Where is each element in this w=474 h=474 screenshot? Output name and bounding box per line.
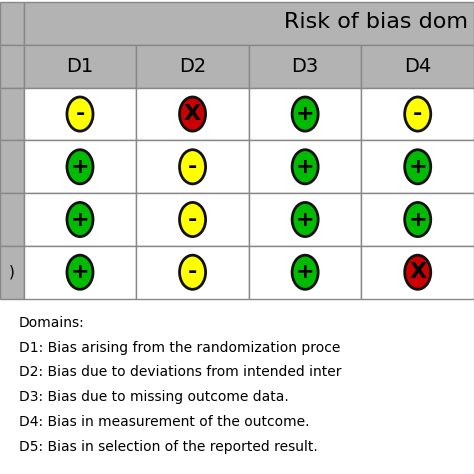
Ellipse shape <box>292 97 318 131</box>
Bar <box>361 45 474 88</box>
Text: -: - <box>75 104 85 124</box>
Bar <box>24 45 136 88</box>
Ellipse shape <box>180 255 206 289</box>
Ellipse shape <box>67 97 93 131</box>
Bar <box>361 246 474 299</box>
Text: +: + <box>71 157 89 177</box>
Text: +: + <box>71 210 89 229</box>
Text: X: X <box>409 262 426 282</box>
Ellipse shape <box>405 202 431 237</box>
Ellipse shape <box>180 202 206 237</box>
Bar <box>136 88 249 140</box>
Bar <box>24 88 136 140</box>
Bar <box>136 140 249 193</box>
Bar <box>24 2 474 45</box>
Ellipse shape <box>292 150 318 184</box>
Text: +: + <box>409 210 427 229</box>
Text: +: + <box>296 157 314 177</box>
Text: -: - <box>188 210 197 229</box>
Bar <box>361 88 474 140</box>
Bar <box>0 246 24 299</box>
Bar <box>0 88 24 140</box>
Ellipse shape <box>292 255 318 289</box>
Text: +: + <box>409 157 427 177</box>
Ellipse shape <box>405 255 431 289</box>
Bar <box>136 246 249 299</box>
Text: ): ) <box>9 265 15 280</box>
Text: -: - <box>413 104 422 124</box>
Ellipse shape <box>405 97 431 131</box>
Ellipse shape <box>67 255 93 289</box>
Text: -: - <box>188 262 197 282</box>
Ellipse shape <box>405 150 431 184</box>
Text: D5: Bias in selection of the reported result.: D5: Bias in selection of the reported re… <box>19 440 318 454</box>
Bar <box>249 193 361 246</box>
Text: +: + <box>296 262 314 282</box>
Bar <box>24 140 136 193</box>
Text: D1: Bias arising from the randomization proce: D1: Bias arising from the randomization … <box>19 341 340 355</box>
Bar <box>361 193 474 246</box>
Bar <box>0 193 24 246</box>
Bar <box>0 2 24 45</box>
Text: D2: D2 <box>179 57 206 76</box>
Bar <box>249 246 361 299</box>
Bar <box>24 246 136 299</box>
Ellipse shape <box>67 202 93 237</box>
Text: D3: D3 <box>292 57 319 76</box>
Ellipse shape <box>180 150 206 184</box>
Text: Domains:: Domains: <box>19 316 85 330</box>
Bar <box>0 140 24 193</box>
Text: D3: Bias due to missing outcome data.: D3: Bias due to missing outcome data. <box>19 390 289 404</box>
Bar <box>136 45 249 88</box>
Text: -: - <box>188 157 197 177</box>
Bar <box>249 140 361 193</box>
Bar <box>249 45 361 88</box>
Ellipse shape <box>180 97 206 131</box>
Text: D4: D4 <box>404 57 431 76</box>
Ellipse shape <box>67 150 93 184</box>
Bar <box>361 140 474 193</box>
Text: D1: D1 <box>66 57 93 76</box>
Bar <box>24 193 136 246</box>
Bar <box>0 45 24 88</box>
Text: Risk of bias dom: Risk of bias dom <box>284 11 468 32</box>
Text: +: + <box>71 262 89 282</box>
Text: +: + <box>296 104 314 124</box>
Text: +: + <box>296 210 314 229</box>
Text: D4: Bias in measurement of the outcome.: D4: Bias in measurement of the outcome. <box>19 415 310 429</box>
Bar <box>249 88 361 140</box>
Bar <box>136 193 249 246</box>
Ellipse shape <box>292 202 318 237</box>
Text: D2: Bias due to deviations from intended inter: D2: Bias due to deviations from intended… <box>19 365 341 380</box>
Text: X: X <box>184 104 201 124</box>
